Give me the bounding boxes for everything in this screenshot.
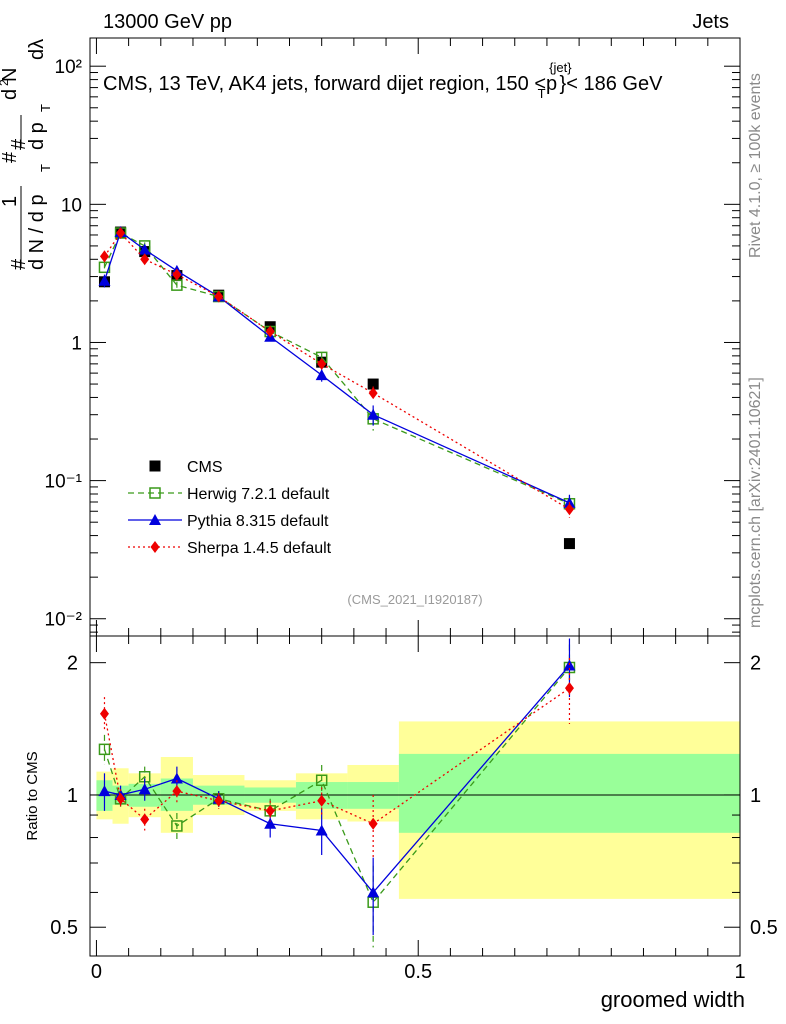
main-point-sherpa bbox=[99, 250, 109, 263]
main-point-pythia bbox=[138, 243, 151, 255]
main-point-sherpa bbox=[368, 387, 378, 400]
main-point-sherpa bbox=[564, 503, 574, 516]
ratio-point-herwig bbox=[315, 774, 328, 787]
ratio-point-sherpa bbox=[99, 707, 109, 720]
legend-marker-pythia bbox=[149, 514, 161, 525]
legend-entry-pythia: Pythia 8.315 default bbox=[128, 513, 329, 530]
main-y-axis-label: #1d N / d pT##d pTd2Ndλ bbox=[0, 39, 53, 270]
main-series-data bbox=[98, 226, 575, 550]
ratio-point-sherpa bbox=[172, 785, 182, 798]
analysis-watermark: (CMS_2021_I1920187) bbox=[347, 592, 482, 607]
main-point-sherpa bbox=[214, 290, 224, 303]
ratio-point-pythia bbox=[563, 659, 576, 671]
main-y-label-part: 1 bbox=[0, 196, 21, 207]
main-y-label-group: #1d N / d pT##d pTd2Ndλ bbox=[0, 39, 53, 270]
main-point-sherpa bbox=[265, 325, 275, 338]
main-y-label-part: d bbox=[0, 89, 21, 100]
main-title-main: CMS, 13 TeV, AK4 jets, forward dijet reg… bbox=[103, 73, 557, 95]
main-y-label-part: T bbox=[38, 164, 53, 172]
legend: CMS Herwig 7.2.1 default Pythia 8.315 defa… bbox=[128, 459, 332, 557]
ratio-point-pythia bbox=[367, 886, 380, 898]
main-y-label-part: # bbox=[0, 151, 21, 163]
ratio-series-sherpa bbox=[99, 657, 574, 858]
main-title-end: }< 186 GeV bbox=[560, 73, 664, 95]
main-point-pythia bbox=[315, 369, 328, 381]
main-point-data bbox=[563, 538, 575, 550]
main-y-label-part: T bbox=[38, 104, 53, 112]
ratio-point-herwig bbox=[98, 743, 111, 756]
ratio-point-sherpa bbox=[564, 682, 574, 695]
legend-marker-data bbox=[149, 460, 161, 472]
main-y-label-part: N bbox=[0, 68, 21, 82]
ratio-xtick-label: 1 bbox=[734, 961, 745, 983]
ratio-point-sherpa bbox=[214, 794, 224, 807]
main-ytick-label: 10⁻² bbox=[45, 610, 83, 631]
main-title-sup: {jet} bbox=[549, 60, 572, 75]
ratio-ytick-label-left: 2 bbox=[67, 653, 78, 675]
legend-entry-herwig: Herwig 7.2.1 default bbox=[128, 486, 330, 503]
legend-entry-sherpa: Sherpa 1.4.5 default bbox=[128, 540, 332, 557]
main-ytick-label: 1 bbox=[71, 333, 82, 354]
main-y-label-part: 2 bbox=[0, 79, 11, 86]
main-y-label-part: # bbox=[8, 138, 30, 150]
main-point-sherpa bbox=[116, 227, 126, 240]
ratio-frame bbox=[89, 635, 741, 957]
legend-entry-data: CMS bbox=[149, 459, 223, 476]
ratio-line-sherpa bbox=[103, 687, 570, 825]
main-ytick-label: 10² bbox=[55, 57, 82, 78]
main-y-label-part: # bbox=[8, 258, 30, 270]
x-axis-label: groomed width bbox=[601, 987, 745, 1012]
ratio-point-pythia bbox=[170, 772, 183, 784]
ratio-point-sherpa bbox=[265, 804, 275, 817]
main-title: CMS, 13 TeV, AK4 jets, forward dijet reg… bbox=[103, 60, 663, 101]
ratio-ytick-label-right: 2 bbox=[750, 653, 761, 675]
main-point-sherpa bbox=[140, 253, 150, 266]
ratio-uncertainty-band-inner bbox=[398, 753, 740, 833]
ratio-xtick-label: 0 bbox=[91, 961, 102, 983]
main-y-label-part: d N / d p bbox=[26, 194, 48, 270]
legend-label-herwig: Herwig 7.2.1 default bbox=[187, 486, 330, 503]
mcplots-url-label: mcplots.cern.ch [arXiv:2401.10621] bbox=[747, 377, 764, 628]
main-point-pythia bbox=[367, 408, 380, 420]
main-point-data bbox=[367, 378, 379, 390]
main-point-pythia bbox=[98, 274, 111, 286]
ratio-point-pythia bbox=[315, 824, 328, 836]
legend-marker-herwig bbox=[149, 487, 161, 499]
ratio-point-pythia bbox=[98, 785, 111, 797]
legend-label-sherpa: Sherpa 1.4.5 default bbox=[187, 540, 332, 557]
main-point-sherpa bbox=[172, 268, 182, 281]
ratio-ytick-label-left: 1 bbox=[67, 785, 78, 807]
ratio-ytick-label-right: 1 bbox=[750, 785, 761, 807]
ratio-point-sherpa bbox=[368, 817, 378, 830]
main-y-label-part: dλ bbox=[26, 39, 48, 60]
main-line-herwig bbox=[103, 232, 570, 505]
main-point-sherpa bbox=[317, 357, 327, 370]
ratio-point-sherpa bbox=[116, 792, 126, 805]
ratio-y-axis-label: Ratio to CMS bbox=[24, 751, 41, 840]
ratio-point-herwig bbox=[171, 820, 183, 832]
ratio-panel: 0.5 0.51 12 20 0.5 1 bbox=[50, 635, 778, 983]
main-title-text: CMS, 13 TeV, AK4 jets, forward dijet reg… bbox=[103, 60, 663, 101]
main-y-label-part: d p bbox=[26, 122, 48, 150]
main-title-sub: T bbox=[538, 86, 546, 101]
ratio-xtick-label: 0.5 bbox=[404, 961, 432, 983]
main-series-pythia bbox=[98, 226, 576, 513]
main-panel: 10⁻² 10⁻¹ 1 10 10² CMS, 13 TeV, AK4 jets, for… bbox=[45, 37, 741, 637]
main-ytick-label: 10⁻¹ bbox=[45, 472, 83, 493]
main-ytick-label: 10 bbox=[61, 195, 82, 216]
legend-label-data: CMS bbox=[187, 459, 223, 476]
legend-marker-sherpa bbox=[150, 541, 160, 553]
ratio-ytick-label-right: 0.5 bbox=[750, 917, 778, 939]
ratio-point-pythia bbox=[138, 783, 151, 795]
main-series-sherpa bbox=[99, 227, 574, 518]
ratio-ytick-label-left: 0.5 bbox=[50, 917, 78, 939]
ratio-point-sherpa bbox=[317, 794, 327, 807]
header-right-label: Jets bbox=[692, 11, 729, 33]
header-left-label: 13000 GeV pp bbox=[103, 11, 232, 33]
rivet-version-label: Rivet 4.1.0, ≥ 100k events bbox=[747, 73, 764, 258]
ratio-point-sherpa bbox=[140, 813, 150, 826]
ratio-point-pythia bbox=[264, 817, 277, 829]
legend-label-pythia: Pythia 8.315 default bbox=[187, 513, 329, 530]
